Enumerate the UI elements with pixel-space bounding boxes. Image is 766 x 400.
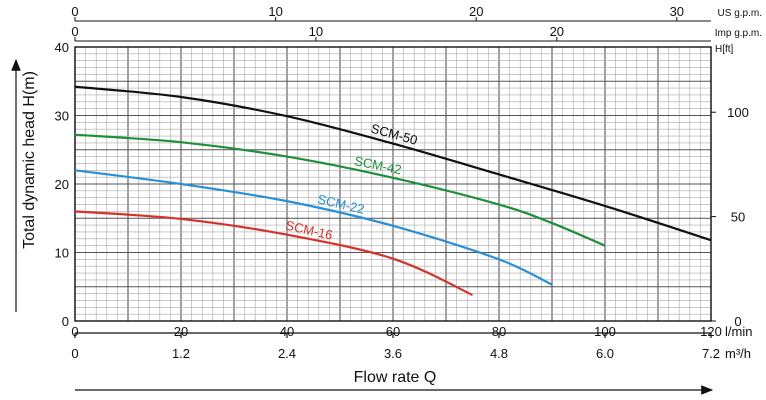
right-axis-tick-label: 0	[734, 314, 741, 329]
x-tick-label-lpm: 40	[280, 324, 294, 339]
grid	[74, 46, 712, 322]
series-line-scm-50	[74, 85, 712, 242]
x-tick-label-m3h: 7.2	[702, 346, 720, 361]
x-tick-label-lpm: 100	[594, 324, 616, 339]
right-axis-tick-label: 100	[727, 105, 749, 120]
y-tick-label: 30	[55, 109, 69, 124]
x-axis-title: Flow rate Q	[354, 369, 437, 386]
x-tick-label-lpm: 0	[71, 324, 78, 339]
x-tick-label-lpm: 120	[700, 324, 722, 339]
x-tick-label-m3h: 2.4	[278, 346, 296, 361]
x-tick-label-m3h: 4.8	[490, 346, 508, 361]
x-tick-label-lpm: 60	[386, 324, 400, 339]
series-line-scm-22	[74, 169, 553, 286]
series-lines	[74, 85, 712, 296]
x-axis-unit-lpm: l/min	[725, 324, 752, 339]
plot-border	[74, 46, 712, 322]
x-tick-label-m3h: 1.2	[172, 346, 190, 361]
series-line-scm-16	[74, 210, 473, 296]
top-axis-tick-label: 0	[71, 4, 78, 19]
top-axis-tick-label: 10	[309, 24, 323, 39]
y-axis-title: Total dynamic head H(m)	[21, 71, 38, 249]
y-tick-label: 0	[62, 314, 69, 329]
plot-frame	[11, 17, 716, 395]
x-tick-label-lpm: 80	[492, 324, 506, 339]
top-axis-tick-label: 10	[268, 4, 282, 19]
x-tick-label-m3h: 3.6	[384, 346, 402, 361]
y-tick-label: 20	[55, 177, 69, 192]
x-tick-label-m3h: 6.0	[596, 346, 614, 361]
y-tick-label: 10	[55, 246, 69, 261]
right-axis-tick-label: 50	[731, 210, 745, 225]
top-axis-unit-label: US g.p.m.	[718, 8, 762, 19]
top-axis-tick-label: 30	[670, 4, 684, 19]
series-line-scm-42	[74, 133, 606, 247]
top-axis-tick-label: 20	[550, 24, 564, 39]
right-axis-unit-label: H[ft]	[715, 44, 734, 55]
y-tick-label: 40	[55, 40, 69, 55]
top-axis-tick-label: 20	[469, 4, 483, 19]
x-tick-label-m3h: 0	[71, 346, 78, 361]
top-axis-tick-label: 0	[71, 24, 78, 39]
x-tick-label-lpm: 20	[174, 324, 188, 339]
x-axis-unit-m3h: m³/h	[725, 346, 751, 361]
top-axis-unit-label: Imp g.p.m.	[715, 28, 762, 39]
